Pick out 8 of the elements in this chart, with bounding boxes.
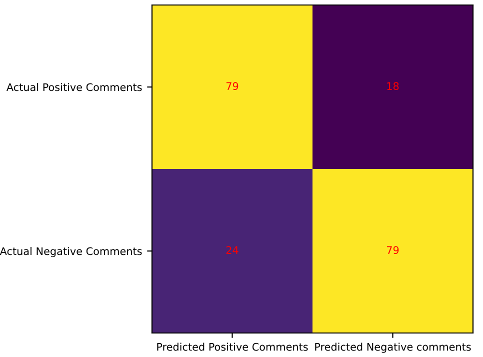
data-label: 79 [226,82,238,90]
y-tick-label: Actual Positive Comments [6,83,142,92]
x-tick-label: Predicted Negative comments [315,342,471,353]
data-label: 18 [387,82,399,90]
data-label: 24 [226,246,238,254]
y-tick-label: Actual Negative Comments [0,247,142,258]
data-label: 79 [386,246,399,254]
x-tick-label: Predicted Positive Comments [157,342,308,351]
